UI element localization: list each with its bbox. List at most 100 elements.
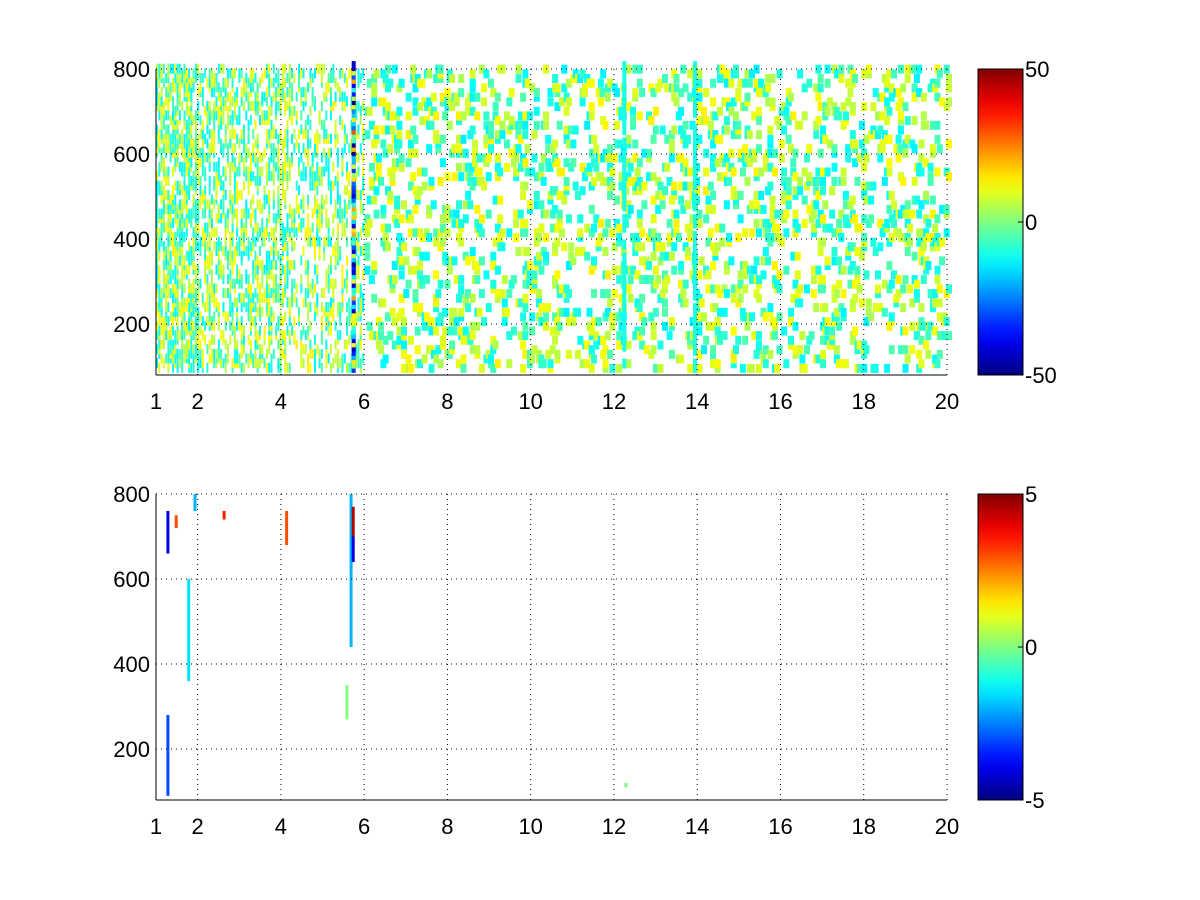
heatmap-cell — [291, 68, 294, 79]
heatmap-cell — [458, 74, 465, 83]
heatmap-cell — [728, 162, 735, 172]
heatmap-cell — [437, 64, 444, 74]
heatmap-cell — [824, 256, 831, 266]
heatmap-cell — [769, 204, 776, 214]
heatmap-cell — [176, 278, 179, 289]
heatmap-cell — [199, 147, 202, 158]
heatmap-cell — [719, 64, 726, 74]
heatmap-cell — [577, 214, 584, 224]
heatmap-cell — [302, 68, 305, 79]
heatmap-cell — [588, 326, 595, 336]
heatmap-cell — [737, 270, 744, 280]
heatmap-cell — [167, 217, 170, 228]
heatmap-cell — [231, 110, 234, 121]
heatmap-cell — [668, 349, 675, 359]
heatmap-cell — [284, 91, 287, 102]
heatmap-cell — [158, 250, 161, 261]
heatmap-cell — [449, 340, 456, 350]
heatmap-cell — [593, 214, 600, 224]
heatmap-cell — [884, 102, 891, 112]
heatmap-cell — [932, 326, 939, 336]
heatmap-cell — [261, 73, 264, 83]
heatmap-cell — [284, 152, 287, 163]
heatmap-cell — [673, 209, 680, 219]
heatmap-cell — [350, 306, 353, 317]
heatmap-cell — [755, 340, 762, 350]
heatmap-cell — [526, 349, 533, 359]
heatmap-cell — [314, 311, 316, 322]
heatmap-cell — [680, 289, 687, 299]
heatmap-cell — [192, 302, 195, 313]
heatmap-cell — [243, 325, 245, 336]
heatmap-cell — [167, 166, 170, 177]
heatmap-cell — [579, 186, 586, 196]
heatmap-cell — [465, 97, 472, 107]
heatmap-cell — [552, 204, 559, 214]
heatmap-cell — [359, 246, 362, 256]
heatmap-cell — [272, 77, 275, 88]
heatmap-cell — [579, 247, 586, 256]
heatmap-cell — [339, 115, 342, 126]
heatmap-cell — [220, 241, 223, 252]
heatmap-cell — [368, 181, 375, 191]
heatmap-cell — [213, 138, 216, 149]
heatmap-cell — [336, 208, 339, 219]
heatmap-cell — [336, 241, 339, 252]
heatmap-cell — [439, 335, 446, 345]
heatmap-cell — [183, 161, 186, 172]
heatmap-cell — [291, 91, 294, 102]
heatmap-cell — [565, 349, 572, 359]
heatmap-cell — [222, 511, 226, 520]
heatmap-cell — [581, 88, 588, 98]
heatmap-cell — [222, 96, 225, 107]
heatmap-cell — [167, 250, 170, 261]
heatmap-cell — [552, 74, 559, 83]
heatmap-cell — [412, 228, 419, 238]
heatmap-cell — [311, 222, 314, 233]
heatmap-cell — [467, 167, 474, 177]
heatmap-cell — [300, 96, 303, 107]
heatmap-cell — [165, 255, 168, 266]
heatmap-cell — [391, 214, 398, 224]
heatmap-cell — [401, 340, 407, 350]
heatmap-cell — [252, 353, 255, 364]
heatmap-cell — [160, 119, 163, 130]
heatmap-cell — [368, 120, 375, 130]
heatmap-cell — [806, 172, 813, 182]
heatmap-cell — [618, 106, 625, 116]
heatmap-cell — [478, 228, 485, 238]
heatmap-cell — [238, 152, 241, 163]
heatmap-cell — [300, 348, 303, 359]
heatmap-cell — [543, 233, 549, 242]
heatmap-cell — [902, 363, 909, 373]
heatmap-cell — [742, 270, 749, 280]
heatmap-cell — [531, 284, 538, 294]
heatmap-cell — [600, 349, 607, 359]
heatmap-cell — [213, 283, 216, 294]
heatmap-cell — [284, 161, 287, 172]
heatmap-cell — [934, 242, 941, 252]
heatmap-cell — [314, 236, 316, 247]
heatmap-cell — [268, 264, 271, 275]
heatmap-cell — [208, 175, 211, 186]
heatmap-cell — [208, 143, 211, 154]
heatmap-cell — [309, 236, 312, 247]
heatmap-cell — [842, 116, 849, 126]
heatmap-cell — [755, 345, 762, 355]
heatmap-cell — [529, 83, 536, 93]
heatmap-cell — [227, 288, 229, 299]
heatmap-cell — [849, 106, 856, 116]
heatmap-cell — [723, 265, 730, 275]
heatmap-cell — [652, 363, 659, 373]
heatmap-cell — [622, 78, 627, 89]
heatmap-cell — [600, 88, 607, 98]
heatmap-cell — [918, 237, 925, 247]
heatmap-cell — [334, 138, 337, 149]
heatmap-cell — [767, 125, 774, 135]
heatmap-cell — [252, 260, 255, 270]
heatmap-cell — [350, 119, 353, 130]
heatmap-cell — [158, 91, 161, 102]
heatmap-cell — [474, 218, 481, 228]
heatmap-cell — [291, 152, 294, 163]
heatmap-cell — [444, 214, 451, 224]
